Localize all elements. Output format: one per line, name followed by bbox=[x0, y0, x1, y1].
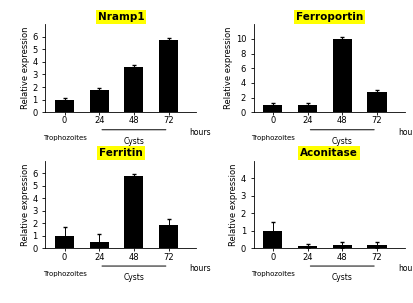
Bar bbox=[298, 105, 317, 112]
Bar bbox=[368, 245, 387, 248]
Text: hours: hours bbox=[190, 128, 211, 137]
Text: Trophozoites: Trophozoites bbox=[43, 135, 86, 141]
Text: Trophozoites: Trophozoites bbox=[251, 271, 295, 277]
Bar bbox=[333, 245, 352, 248]
Text: hours: hours bbox=[398, 128, 413, 137]
Text: Cysts: Cysts bbox=[332, 273, 353, 282]
Y-axis label: Relative expression: Relative expression bbox=[224, 27, 233, 109]
Bar bbox=[368, 92, 387, 112]
Bar bbox=[263, 231, 282, 248]
Bar bbox=[55, 100, 74, 112]
Text: Cysts: Cysts bbox=[123, 137, 145, 146]
Text: Cysts: Cysts bbox=[123, 273, 145, 282]
Bar bbox=[159, 225, 178, 248]
Text: hours: hours bbox=[190, 264, 211, 273]
Bar bbox=[124, 176, 143, 248]
Text: Trophozoites: Trophozoites bbox=[43, 271, 86, 277]
Bar bbox=[55, 236, 74, 248]
Bar bbox=[124, 67, 143, 112]
Bar bbox=[90, 241, 109, 248]
Text: hours: hours bbox=[398, 264, 413, 273]
Text: Trophozoites: Trophozoites bbox=[251, 135, 295, 141]
Title: Nramp1: Nramp1 bbox=[97, 12, 144, 22]
Title: Ferritin: Ferritin bbox=[99, 148, 143, 158]
Bar bbox=[333, 39, 352, 112]
Y-axis label: Relative expression: Relative expression bbox=[229, 163, 238, 246]
Y-axis label: Relative expression: Relative expression bbox=[21, 163, 30, 246]
Title: Ferroportin: Ferroportin bbox=[296, 12, 363, 22]
Y-axis label: Relative expression: Relative expression bbox=[21, 27, 30, 109]
Text: Cysts: Cysts bbox=[332, 137, 353, 146]
Bar bbox=[298, 246, 317, 248]
Bar bbox=[159, 40, 178, 112]
Bar bbox=[263, 105, 282, 112]
Bar bbox=[90, 90, 109, 112]
Title: Aconitase: Aconitase bbox=[300, 148, 358, 158]
